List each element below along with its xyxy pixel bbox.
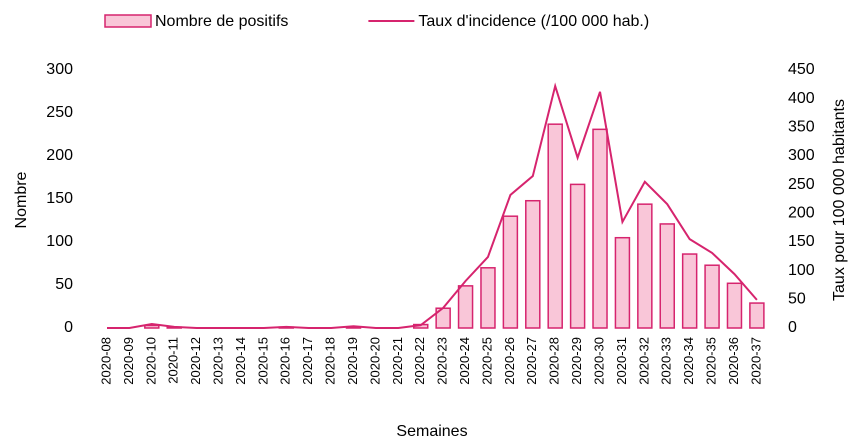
x-tick-label: 2020-28 (547, 337, 562, 385)
y2-tick-label: 50 (788, 291, 806, 308)
bar (144, 324, 160, 329)
bar (480, 267, 496, 329)
bar (681, 253, 698, 329)
y-tick-label: 250 (46, 104, 73, 121)
bar (525, 199, 541, 329)
bar (457, 285, 474, 329)
y-tick-label: 150 (46, 190, 73, 207)
y2-tick-label: 400 (788, 90, 815, 107)
y2-tick-label: 300 (788, 147, 815, 164)
bar (547, 123, 563, 329)
x-tick-label: 2020-34 (681, 337, 696, 385)
x-tick-label: 2020-09 (121, 337, 136, 385)
y2-tick-label: 350 (788, 119, 815, 136)
x-tick-label: 2020-11 (166, 337, 181, 384)
bar (502, 215, 519, 329)
y-tick-label: 300 (46, 61, 73, 78)
x-tick-label: 2020-36 (726, 337, 741, 385)
x-tick-label: 2020-13 (210, 337, 225, 385)
bar (614, 236, 631, 329)
x-tick-label: 2020-14 (233, 337, 248, 385)
y2-tick-label: 100 (788, 262, 815, 279)
x-tick-label: 2020-32 (636, 337, 651, 385)
line (107, 82, 758, 329)
bar (704, 264, 720, 329)
y2-tick-label: 150 (788, 233, 815, 250)
x-tick-label: 2020-10 (143, 337, 158, 385)
x-tick-label: 2020-16 (278, 337, 293, 385)
y-tick-label: 0 (64, 319, 73, 336)
y-tick-label: 200 (46, 147, 73, 164)
y-tick-label: 100 (46, 233, 73, 250)
x-tick-label: 2020-20 (367, 337, 382, 385)
bar (569, 183, 586, 329)
y2-tick-label: 200 (788, 205, 815, 222)
x-tick-label: 2020-17 (300, 337, 315, 385)
x-tick-label: 2020-26 (502, 337, 517, 385)
bar (592, 128, 608, 329)
legend-label: Taux d'incidence (/100 000 hab.) (418, 13, 649, 30)
x-tick-label: 2020-25 (479, 337, 494, 385)
y2-tick-label: 0 (788, 319, 797, 336)
bar (659, 223, 675, 329)
x-tick-label: 2020-27 (524, 337, 539, 385)
legend-swatch (104, 14, 152, 28)
x-tick-label: 2020-22 (412, 337, 427, 385)
bar (726, 282, 743, 329)
y2-tick-label: 250 (788, 176, 815, 193)
y-tick-label: 50 (55, 276, 73, 293)
x-tick-label: 2020-18 (323, 337, 338, 385)
y-axis-title: Nombre (13, 171, 30, 228)
x-tick-label: 2020-08 (98, 337, 113, 385)
x-tick-label: 2020-31 (614, 337, 629, 385)
y2-tick-label: 450 (788, 61, 815, 78)
bar (749, 302, 765, 329)
y2-axis-title: Taux pour 100 000 habitants (831, 99, 848, 301)
x-tick-label: 2020-30 (591, 337, 606, 385)
legend-label: Nombre de positifs (155, 13, 288, 30)
x-tick-label: 2020-21 (390, 337, 405, 385)
x-axis-title: Semaines (396, 423, 467, 440)
x-tick-label: 2020-19 (345, 337, 360, 385)
x-tick-label: 2020-24 (457, 337, 472, 385)
x-tick-label: 2020-12 (188, 337, 203, 385)
x-tick-label: 2020-37 (748, 337, 763, 385)
bar (637, 203, 653, 329)
x-tick-label: 2020-29 (569, 337, 584, 385)
x-tick-label: 2020-23 (435, 337, 450, 385)
x-tick-label: 2020-15 (255, 337, 270, 385)
x-tick-label: 2020-35 (704, 337, 719, 385)
x-tick-label: 2020-33 (659, 337, 674, 385)
